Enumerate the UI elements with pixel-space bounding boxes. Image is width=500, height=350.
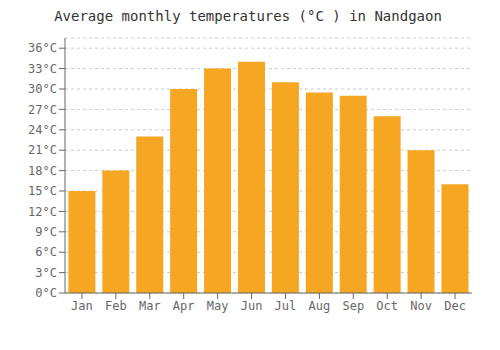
svg-text:Feb: Feb xyxy=(105,299,127,313)
svg-text:27°C: 27°C xyxy=(28,103,57,117)
svg-text:Jul: Jul xyxy=(275,299,297,313)
svg-text:Sep: Sep xyxy=(342,299,364,313)
svg-text:21°C: 21°C xyxy=(28,143,57,157)
svg-text:0°C: 0°C xyxy=(35,286,57,300)
svg-text:33°C: 33°C xyxy=(28,62,57,76)
svg-text:Dec: Dec xyxy=(444,299,466,313)
svg-text:30°C: 30°C xyxy=(28,82,57,96)
svg-text:9°C: 9°C xyxy=(35,225,57,239)
html-text:Average monthly temperatures (: Average monthly temperatures (°C ) in Na… xyxy=(54,8,442,24)
svg-text:Nov: Nov xyxy=(410,299,432,313)
svg-text:Oct: Oct xyxy=(376,299,398,313)
svg-text:12°C: 12°C xyxy=(28,205,57,219)
svg-text:Apr: Apr xyxy=(173,299,195,313)
svg-text:36°C: 36°C xyxy=(28,41,57,55)
svg-text:Mar: Mar xyxy=(139,299,161,313)
svg-text:Aug: Aug xyxy=(309,299,331,313)
svg-text:24°C: 24°C xyxy=(28,123,57,137)
svg-text:6°C: 6°C xyxy=(35,245,57,259)
svg-text:Jan: Jan xyxy=(71,299,93,313)
svg-text:May: May xyxy=(207,299,229,313)
svg-text:18°C: 18°C xyxy=(28,164,57,178)
svg-text:Jun: Jun xyxy=(241,299,263,313)
svg-text:15°C: 15°C xyxy=(28,184,57,198)
svg-text:3°C: 3°C xyxy=(35,266,57,280)
